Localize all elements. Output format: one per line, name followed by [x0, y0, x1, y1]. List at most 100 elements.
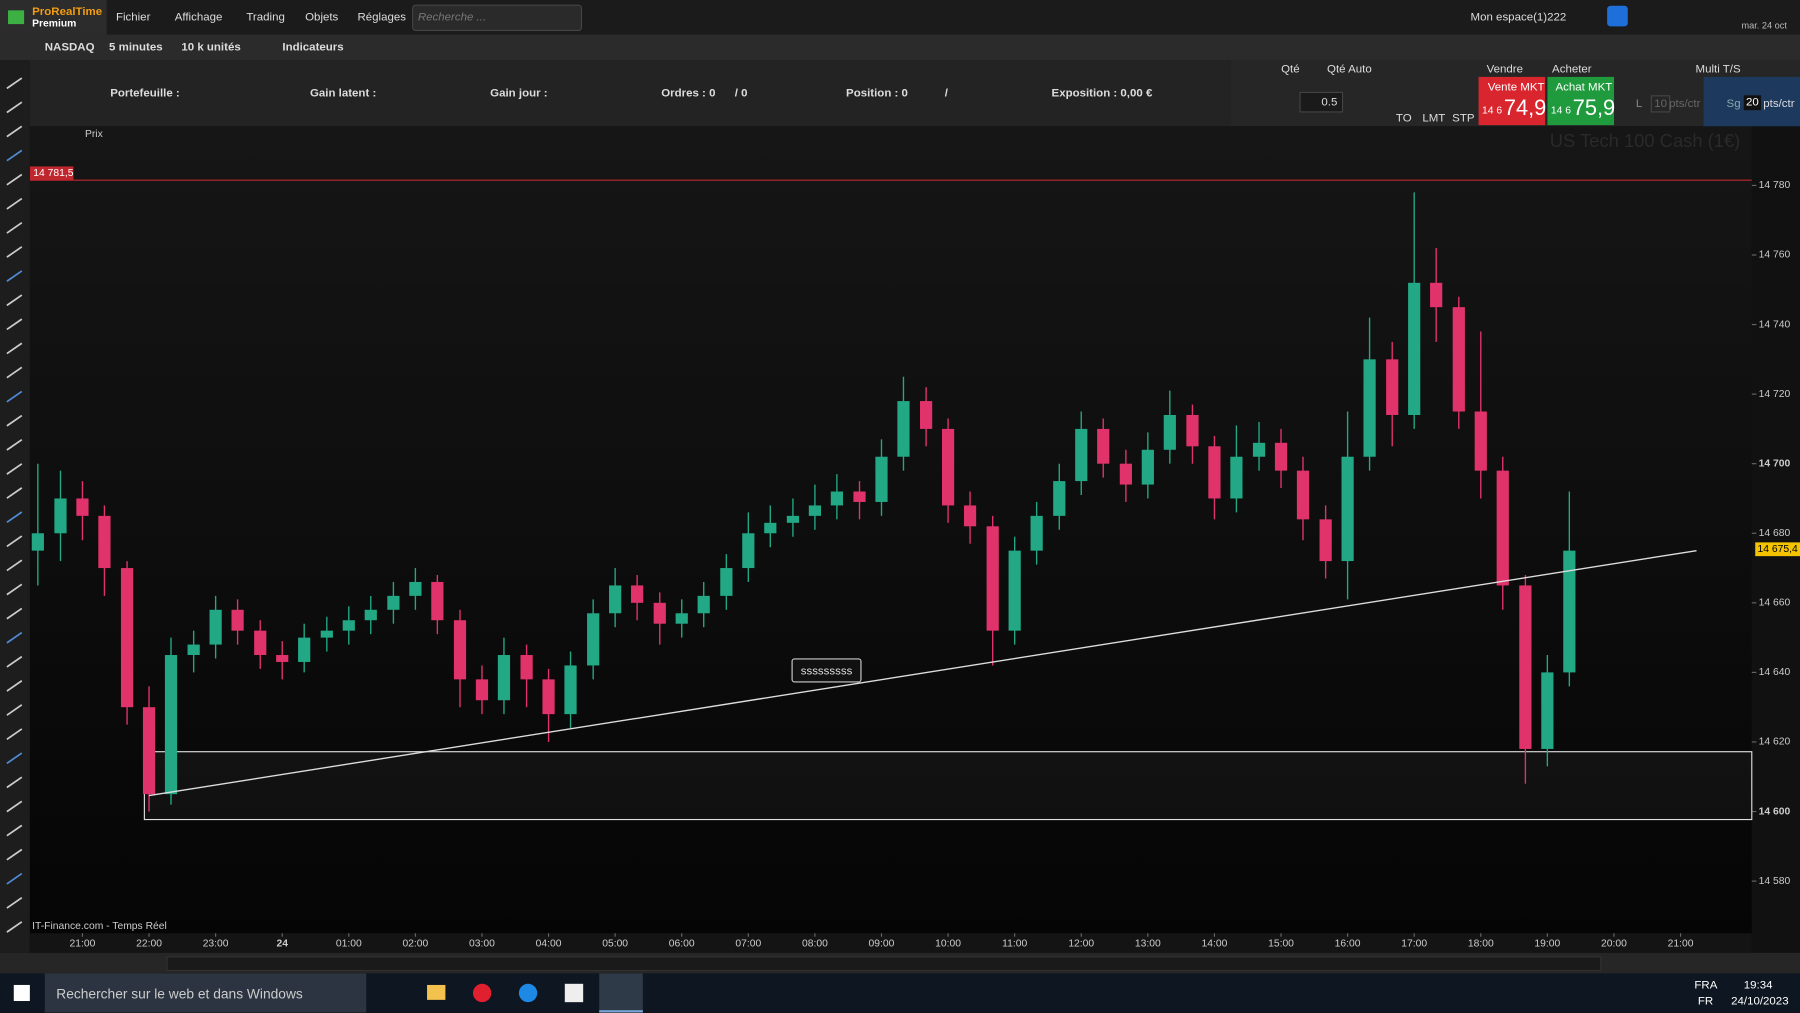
candle-body: [1274, 442, 1288, 471]
stp-button[interactable]: STP: [1452, 112, 1475, 126]
tool-icon[interactable]: [6, 535, 23, 548]
candle-body: [1141, 449, 1154, 485]
x-tick-label: 24: [276, 938, 288, 949]
qty-label: Qté: [1281, 63, 1300, 76]
tool-icon[interactable]: [6, 294, 23, 307]
candle-body: [497, 655, 511, 701]
edge-icon[interactable]: [518, 983, 538, 1003]
tool-icon[interactable]: [6, 221, 23, 234]
menu-item[interactable]: Fichier: [115, 11, 151, 25]
tool-icon[interactable]: [6, 607, 23, 620]
search-box[interactable]: Recherche ...: [412, 4, 583, 31]
tool-icon[interactable]: [6, 511, 23, 524]
candle-body: [1430, 282, 1443, 308]
x-tick-label: 18:00: [1468, 938, 1494, 949]
market-select[interactable]: NASDAQ: [44, 41, 95, 54]
menu-item[interactable]: Objets: [305, 11, 339, 25]
multi-ts[interactable]: Multi T/S: [1695, 63, 1741, 76]
tool-icon[interactable]: [6, 728, 23, 740]
tool-icon[interactable]: [6, 197, 23, 210]
account[interactable]: Mon espace(1)222: [1470, 11, 1567, 25]
indicators-button[interactable]: Indicateurs: [282, 41, 344, 54]
tool-icon[interactable]: [6, 318, 23, 331]
candle-body: [1252, 442, 1266, 457]
y-tick-label: 14 780: [1759, 180, 1791, 191]
tool-icon[interactable]: [6, 487, 23, 499]
tool-icon[interactable]: [6, 896, 23, 909]
tool-icon[interactable]: [6, 848, 23, 861]
tool-icon[interactable]: [6, 583, 23, 596]
tool-icon[interactable]: [6, 101, 23, 114]
taskbar-search[interactable]: Rechercher sur le web et dans Windows: [44, 973, 367, 1013]
annotation-box: [791, 658, 862, 683]
tool-icon[interactable]: [6, 438, 23, 451]
tool-icon[interactable]: [6, 752, 23, 765]
candle-body: [1341, 456, 1354, 562]
tool-icon[interactable]: [6, 872, 23, 885]
candle-body: [187, 644, 200, 656]
tool-icon[interactable]: [6, 125, 23, 138]
l-label: L: [1635, 97, 1643, 111]
tool-icon[interactable]: [6, 921, 23, 933]
candle-body: [542, 679, 555, 715]
sg-label: Sg: [1726, 97, 1741, 111]
tool-icon[interactable]: [6, 77, 23, 90]
qty-auto[interactable]: Qté Auto: [1327, 63, 1372, 76]
y-tick-label: 14 760: [1759, 250, 1791, 261]
tool-icon[interactable]: [6, 270, 23, 282]
buy-label: Acheter: [1552, 63, 1592, 76]
units-select[interactable]: 10 k unités: [181, 41, 241, 54]
tool-icon[interactable]: [6, 704, 23, 716]
tool-icon[interactable]: [6, 680, 23, 692]
candle-body: [1053, 481, 1066, 516]
tool-icon[interactable]: [6, 414, 23, 427]
menu-item[interactable]: Réglages: [357, 11, 406, 25]
tool-icon[interactable]: [6, 463, 23, 475]
qty-input[interactable]: 0.5: [1299, 91, 1344, 113]
to-button[interactable]: TO: [1395, 112, 1412, 126]
tool-icon[interactable]: [6, 149, 23, 162]
candle-body: [1008, 550, 1021, 631]
tool-icon[interactable]: [6, 776, 23, 789]
logo: ProRealTime Premium: [0, 0, 107, 35]
tool-icon[interactable]: [6, 631, 23, 644]
buy-market-button[interactable]: Achat MKT 14 6 75,9: [1547, 76, 1615, 126]
candle-body: [786, 515, 800, 523]
tool-icon[interactable]: [6, 173, 23, 186]
x-tick-label: 14:00: [1202, 938, 1228, 949]
prorealtime-task[interactable]: [599, 973, 643, 1013]
buy-price-prefix: 14 6: [1550, 104, 1572, 116]
logo-icon: [8, 10, 25, 25]
sound-icon[interactable]: [1607, 5, 1628, 27]
explorer-icon[interactable]: [427, 984, 446, 1000]
tool-icon[interactable]: [6, 366, 23, 379]
sell-price: 74,9: [1503, 96, 1547, 121]
price-toggle[interactable]: Prix: [85, 129, 104, 140]
x-tick-label: 22:00: [136, 938, 162, 949]
tool-icon[interactable]: [6, 342, 23, 355]
period-select[interactable]: 5 minutes: [109, 41, 163, 54]
tool-icon[interactable]: [6, 655, 23, 668]
tool-icon[interactable]: [6, 824, 23, 837]
sg-value[interactable]: 20: [1743, 95, 1762, 111]
tool-icon[interactable]: [6, 800, 23, 813]
menu-item[interactable]: Trading: [246, 11, 285, 25]
start-button[interactable]: [13, 984, 30, 1002]
scrollbar[interactable]: [166, 956, 1602, 972]
l-value[interactable]: 10: [1650, 95, 1671, 113]
tool-icon[interactable]: [6, 246, 23, 258]
lmt-button[interactable]: LMT: [1422, 112, 1446, 126]
x-tick-label: 03:00: [469, 938, 495, 949]
lang-short: FR: [1697, 995, 1714, 1008]
y-tick-label: 14 600: [1759, 806, 1791, 817]
menu-item[interactable]: Affichage: [174, 11, 223, 25]
opera-icon[interactable]: [472, 983, 492, 1003]
candle-body: [520, 655, 533, 680]
store-icon[interactable]: [564, 983, 584, 1003]
candle-body: [830, 491, 843, 506]
candle-body: [675, 613, 688, 624]
sell-market-button[interactable]: Vente MKT 14 6 74,9: [1478, 76, 1547, 126]
tool-icon[interactable]: [6, 559, 23, 572]
tool-icon[interactable]: [6, 390, 23, 403]
